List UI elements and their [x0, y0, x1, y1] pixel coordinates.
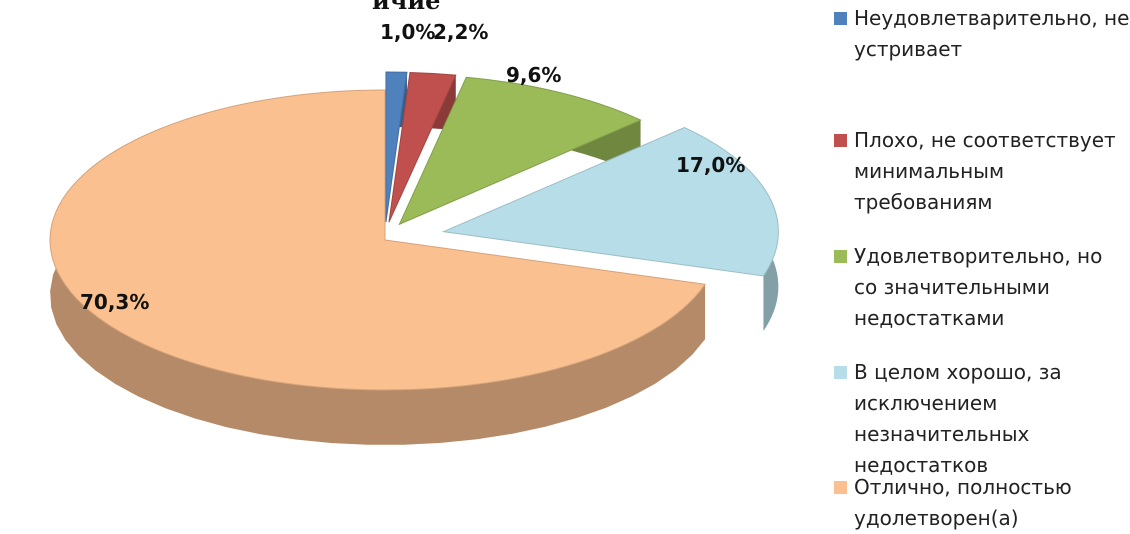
data-label-slice-3: 9,6% — [506, 63, 562, 87]
legend-swatch — [834, 12, 847, 25]
pie-chart-svg — [49, 71, 779, 445]
pie-slice-3 — [398, 76, 642, 226]
pie-slice-4 — [441, 126, 779, 277]
legend-label: Плохо, не соответствует минимальным треб… — [854, 128, 1116, 214]
data-label-slice-2: 2,2% — [433, 20, 489, 44]
pie-slice-1 — [385, 71, 408, 223]
legend-swatch — [834, 134, 847, 147]
pie-slice-2 — [388, 71, 457, 223]
legend-label: В целом хорошо, за исключением незначите… — [854, 360, 1062, 477]
legend-swatch — [834, 250, 847, 263]
legend-label: Удовлетворительно, но со значительными н… — [854, 244, 1103, 330]
chart-title-fragment: ичие — [372, 0, 441, 15]
data-label-slice-4: 17,0% — [676, 153, 746, 177]
data-label-slice-5: 70,3% — [80, 290, 150, 314]
data-label-slice-1: 1,0% — [380, 20, 436, 44]
legend-label: Неудовлетварительно, не устривает — [854, 6, 1130, 61]
legend-swatch — [834, 366, 847, 379]
chart-legend: Неудовлетварительно, не устривает Плохо,… — [834, 0, 1130, 534]
pie-slice-5 — [49, 89, 706, 391]
pie-chart: ичие 1,0% 2,2% 9,6% 17,0% 70,3% — [49, 0, 779, 445]
legend-label: Отлично, полностью удолетворен(а) — [854, 475, 1072, 530]
legend-swatch — [834, 481, 847, 494]
